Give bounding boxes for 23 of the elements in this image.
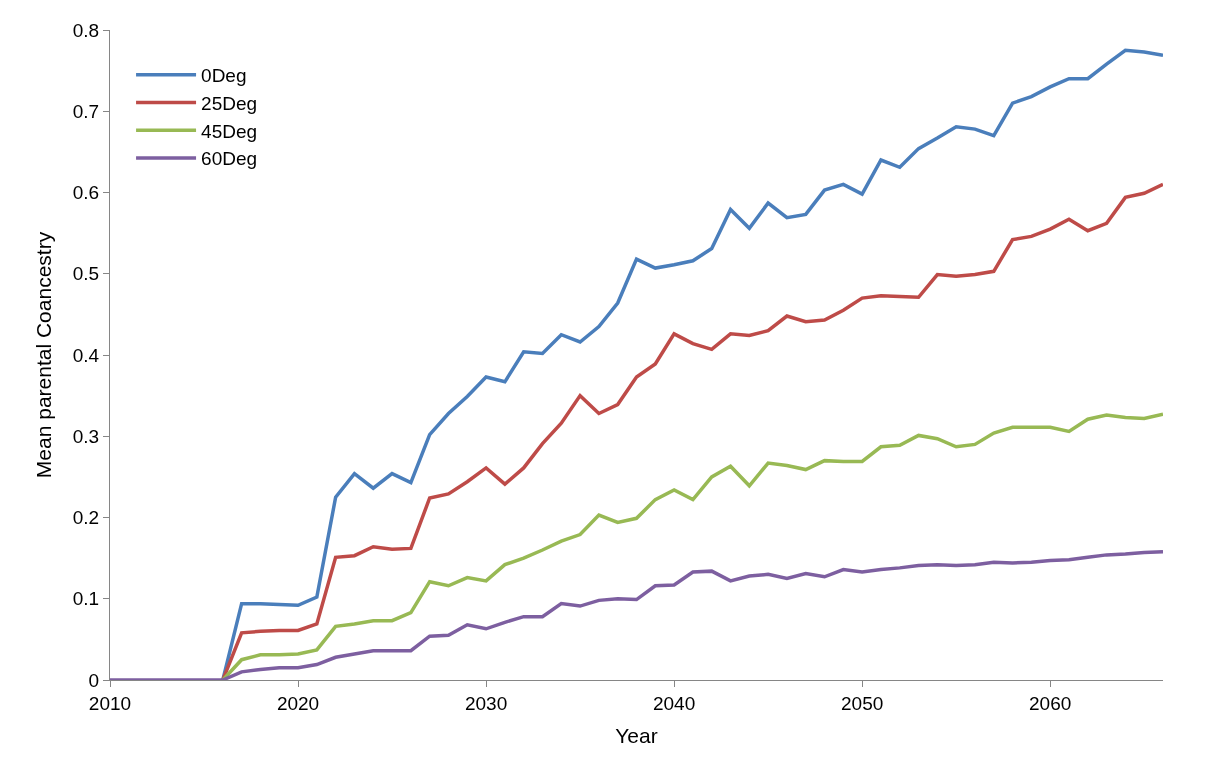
y-tick-label: 0.5 bbox=[72, 263, 100, 285]
line-series bbox=[221, 182, 1163, 680]
legend-label: 60Deg bbox=[201, 148, 258, 170]
x-tick-label: 2050 bbox=[841, 692, 884, 714]
x-tick-label: 2060 bbox=[1029, 692, 1072, 714]
y-tick-label: 0 bbox=[88, 669, 100, 691]
x-tick-label: 2040 bbox=[652, 692, 696, 714]
y-tick-label: 0.4 bbox=[72, 344, 100, 366]
y-tick-label: 0.7 bbox=[72, 100, 100, 122]
y-axis-title: Mean parental Coancestry bbox=[31, 231, 55, 479]
y-tick-label: 0.3 bbox=[72, 425, 100, 447]
x-tick-label: 2030 bbox=[464, 692, 508, 714]
line-series bbox=[221, 412, 1163, 680]
legend-label: 0Deg bbox=[201, 65, 247, 87]
legend-label: 25Deg bbox=[201, 92, 258, 114]
y-tick-label: 0.6 bbox=[72, 182, 100, 204]
x-axis-title: Year bbox=[615, 724, 658, 747]
x-tick-label: 2020 bbox=[276, 692, 320, 714]
y-tick-label: 0.8 bbox=[72, 19, 100, 41]
x-tick-label: 2010 bbox=[88, 692, 132, 714]
y-tick-label: 0.1 bbox=[72, 588, 100, 610]
legend-label: 45Deg bbox=[201, 120, 258, 142]
y-tick-label: 0.2 bbox=[72, 507, 100, 529]
